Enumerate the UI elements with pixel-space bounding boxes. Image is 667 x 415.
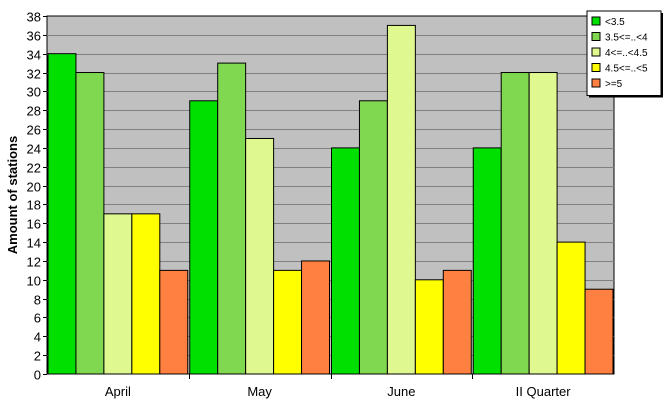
legend-swatch <box>591 63 601 72</box>
y-tick-label: 20 <box>27 180 41 195</box>
bar <box>331 147 360 375</box>
bar <box>442 269 472 375</box>
bar <box>245 137 275 375</box>
y-tick-label: 34 <box>27 48 41 63</box>
legend-swatch <box>591 78 601 88</box>
y-tick-label: 36 <box>27 29 41 44</box>
bar <box>528 72 558 375</box>
legend: <3.5 3.5<=..<4 4<=..<4.5 4.5<=..<5 >=5 <box>586 10 663 98</box>
legend-swatch <box>591 32 601 41</box>
legend-label: 3.5<=..<4 <box>605 33 648 44</box>
y-tick-label: 26 <box>27 123 41 138</box>
y-tick-label: 28 <box>27 104 41 119</box>
x-tick-label: II Quarter <box>516 384 572 399</box>
y-tick-label: 0 <box>34 368 41 383</box>
y-tick-label: 32 <box>27 67 41 82</box>
legend-swatch <box>591 47 601 57</box>
y-tick-label: 22 <box>27 161 41 176</box>
y-tick-label: 16 <box>27 217 41 232</box>
bar <box>358 100 388 375</box>
legend-label: <3.5 <box>605 17 625 28</box>
legend-label: >=5 <box>605 79 623 90</box>
bar <box>472 147 502 375</box>
bar <box>217 62 247 375</box>
bar <box>131 213 161 375</box>
y-tick-label: 30 <box>27 85 41 100</box>
y-tick-label: 12 <box>27 255 41 270</box>
bar <box>556 241 586 375</box>
legend-label: 4.5<=..<5 <box>605 64 648 75</box>
bar <box>273 269 303 375</box>
bar <box>500 72 530 375</box>
bar <box>301 260 330 375</box>
bar <box>386 24 416 375</box>
bar <box>189 100 219 375</box>
y-tick-label: 24 <box>27 142 41 157</box>
x-tick-label: April <box>105 384 131 399</box>
y-tick-label: 18 <box>27 198 41 213</box>
bar <box>103 213 133 375</box>
x-tick-label: June <box>387 384 415 399</box>
legend-label: 4<=..<4.5 <box>605 48 648 59</box>
axes <box>43 16 473 379</box>
bar <box>47 53 77 375</box>
y-tick-label: 4 <box>34 330 41 345</box>
y-tick-label: 2 <box>34 349 41 364</box>
legend-swatch <box>591 16 601 26</box>
y-tick-label: 8 <box>34 293 41 308</box>
bar <box>584 288 614 375</box>
bar <box>75 72 105 375</box>
y-axis-label: Amount of stations <box>5 136 20 254</box>
x-tick-label: May <box>247 384 272 399</box>
y-tick-label: 38 <box>27 10 41 25</box>
bar <box>414 279 444 375</box>
y-tick-label: 10 <box>27 274 41 289</box>
y-tick-label: 6 <box>34 311 41 326</box>
bars <box>47 24 614 375</box>
y-tick-label: 14 <box>27 236 41 251</box>
x-tick-labels: April May June II Quarter <box>105 384 571 399</box>
bar <box>159 269 189 375</box>
